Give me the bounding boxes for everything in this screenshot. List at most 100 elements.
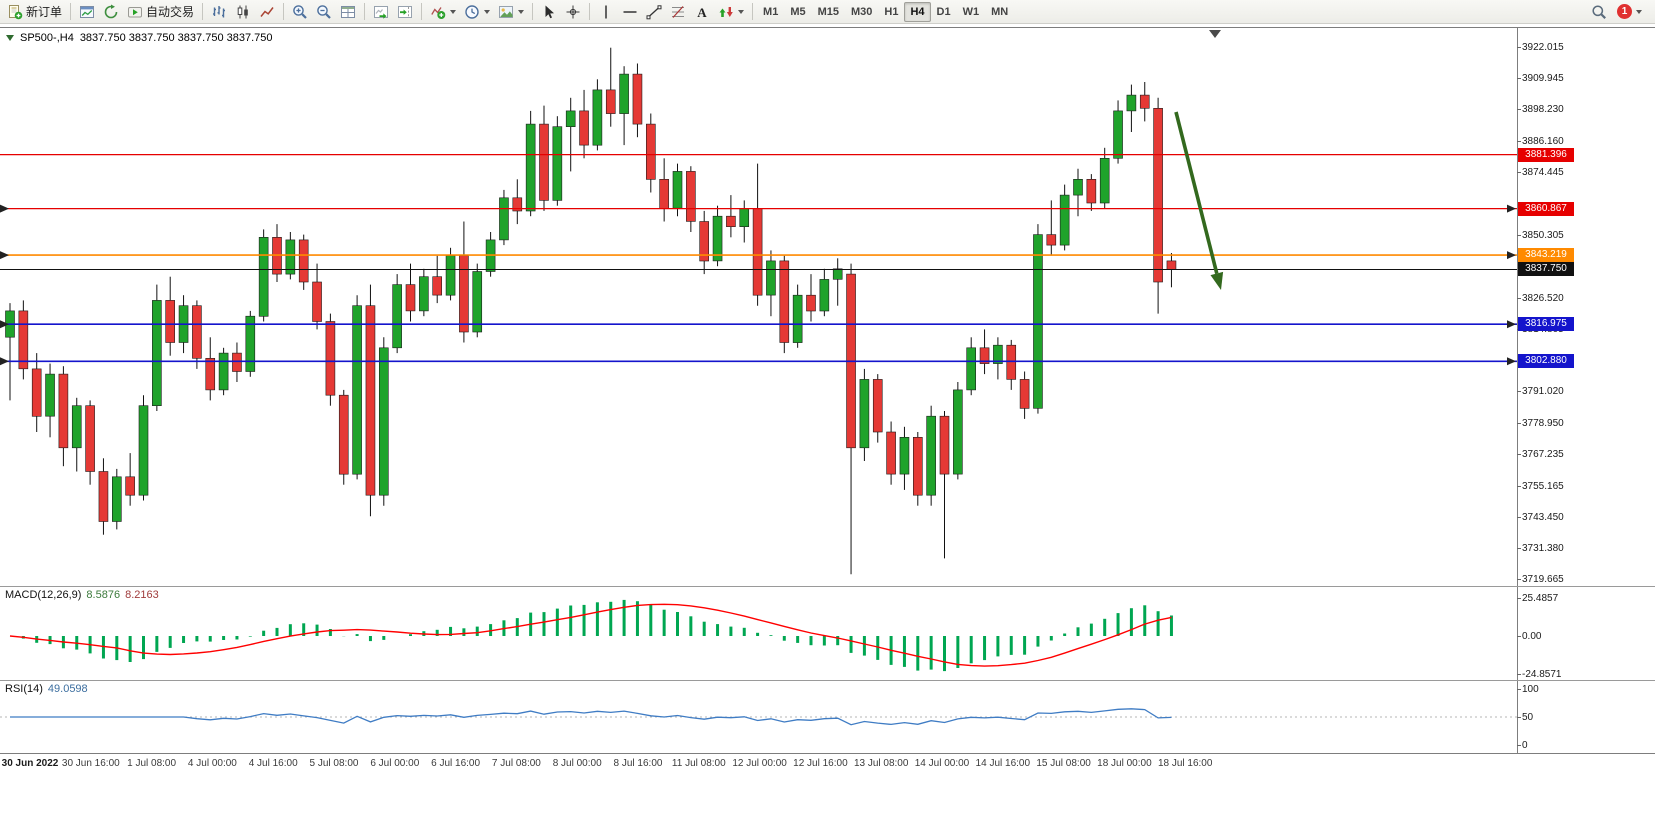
price-line-badge: 3802.880 [1518,354,1574,369]
timeframe-w1-button[interactable]: W1 [957,2,986,22]
candlestick-icon [235,4,251,20]
periods-button[interactable] [460,2,494,22]
toolbar-separator [70,3,72,20]
button-label: 自动交易 [146,5,195,19]
timeframe-h1-button[interactable]: H1 [878,2,904,22]
dropdown-caret-icon [1636,9,1642,14]
price-line-badge: 3837.750 [1518,262,1574,277]
panel-splitter[interactable] [0,586,1655,587]
timeframe-m5-button[interactable]: M5 [784,2,811,22]
one-click-trading-toggle-icon[interactable] [6,35,14,41]
cursor-button[interactable] [537,2,561,22]
new-order-button[interactable]: 新订单 [3,2,66,22]
notifications-button[interactable]: 1 [1613,2,1646,22]
fibonacci-button[interactable] [666,2,690,22]
time-axis-label: 30 Jun 16:00 [61,758,120,769]
indicators-button[interactable] [426,2,460,22]
toolbar-separator [752,3,754,20]
time-axis-label: 1 Jul 08:00 [127,758,177,769]
navigator-icon [103,4,119,20]
price-line-badge: 3816.975 [1518,317,1574,332]
time-axis-label: 13 Jul 08:00 [853,758,909,769]
time-axis[interactable]: 30 Jun 2022 30 Jun 16:00 1 Jul 08:00 4 Jul … [0,754,1517,776]
tile-windows-button[interactable] [336,2,360,22]
time-axis-label: 6 Jul 16:00 [431,758,481,769]
vertical-line-icon [598,4,614,20]
macd-histogram [21,599,1173,672]
timeframe-d1-button[interactable]: D1 [931,2,957,22]
price-chart[interactable] [0,28,1517,586]
search-button[interactable] [1587,2,1611,22]
time-axis-label: 11 Jul 08:00 [671,758,726,769]
rsi-scale-label: 0 [1517,740,1528,751]
svg-text:A: A [697,4,707,19]
time-axis-label: 8 Jul 16:00 [613,758,663,769]
timeframe-m1-button[interactable]: M1 [757,2,784,22]
chart-top-border [0,27,1655,28]
new-order-icon [7,4,23,20]
horizontal-price-lines[interactable] [0,153,1517,366]
navigator-button[interactable] [99,2,123,22]
horizontal-line-button[interactable] [618,2,642,22]
price-axis-label: 3874.445 [1517,166,1564,178]
time-axis-label: 15 Jul 08:00 [1036,758,1091,769]
price-axis-label: 3731.380 [1517,543,1564,555]
price-axis-label: 3743.450 [1517,511,1564,523]
trend-arrow-annotation[interactable] [1174,111,1224,290]
macd-scale-label: 25.4857 [1516,593,1559,604]
auto-scroll-button[interactable] [369,2,393,22]
toolbar-right-group: 1 [1587,2,1646,22]
horizontal-line-icon [622,4,638,20]
macd-label: MACD(12,26,9) [5,589,82,601]
fibonacci-icon [670,4,686,20]
indicators-icon [430,4,446,20]
crosshair-button[interactable] [561,2,585,22]
arrows-button[interactable] [714,2,748,22]
trendline-button[interactable] [642,2,666,22]
panel-splitter[interactable] [0,680,1655,681]
chart-shift-button[interactable] [393,2,417,22]
timeframe-mn-button[interactable]: MN [985,2,1014,22]
templates-icon [498,4,514,20]
time-axis-label: 5 Jul 08:00 [309,758,359,769]
price-axis-label: 3886.160 [1517,136,1564,148]
tile-windows-icon [340,4,356,20]
rsi-line [10,708,1172,726]
toolbar-separator [421,3,423,20]
line-chart-icon [259,4,275,20]
price-axis-label: 3791.020 [1517,386,1564,398]
time-axis-label: 12 Jul 16:00 [793,758,848,769]
timeframe-m15-button[interactable]: M15 [812,2,845,22]
timeframe-m30-button[interactable]: M30 [845,2,878,22]
bar-chart-button[interactable] [207,2,231,22]
zoom-in-icon [292,4,308,20]
search-icon [1591,4,1607,20]
time-axis-label: 7 Jul 08:00 [491,758,541,769]
chart-shift-marker-icon[interactable] [1209,30,1221,38]
macd-scale-label: -24.8571 [1516,669,1562,680]
price-axis-label: 3767.235 [1517,449,1564,461]
auto-trading-button[interactable]: 自动交易 [123,2,198,22]
rsi-scale-label: 100 [1517,684,1539,695]
rsi-panel[interactable] [0,681,1517,753]
dropdown-caret-icon [738,9,745,14]
time-axis-label: 18 Jul 16:00 [1157,758,1213,769]
auto-scroll-icon [373,4,389,20]
market-watch-button[interactable] [75,2,99,22]
line-chart-button[interactable] [255,2,279,22]
macd-panel[interactable] [0,587,1517,680]
zoom-out-icon [316,4,332,20]
vertical-line-button[interactable] [594,2,618,22]
candlestick-button[interactable] [231,2,255,22]
time-axis-label: 12 Jul 00:00 [732,758,787,769]
zoom-in-button[interactable] [288,2,312,22]
zoom-out-button[interactable] [312,2,336,22]
chart-shift-icon [397,4,413,20]
text-button[interactable]: A [690,2,714,22]
timeframe-h4-button[interactable]: H4 [904,1,931,22]
price-axis-label: 3909.945 [1517,73,1564,85]
rsi-label: RSI(14) [5,683,43,695]
templates-button[interactable] [494,2,528,22]
time-axis-label: 4 Jul 16:00 [248,758,298,769]
cursor-icon [541,4,557,20]
